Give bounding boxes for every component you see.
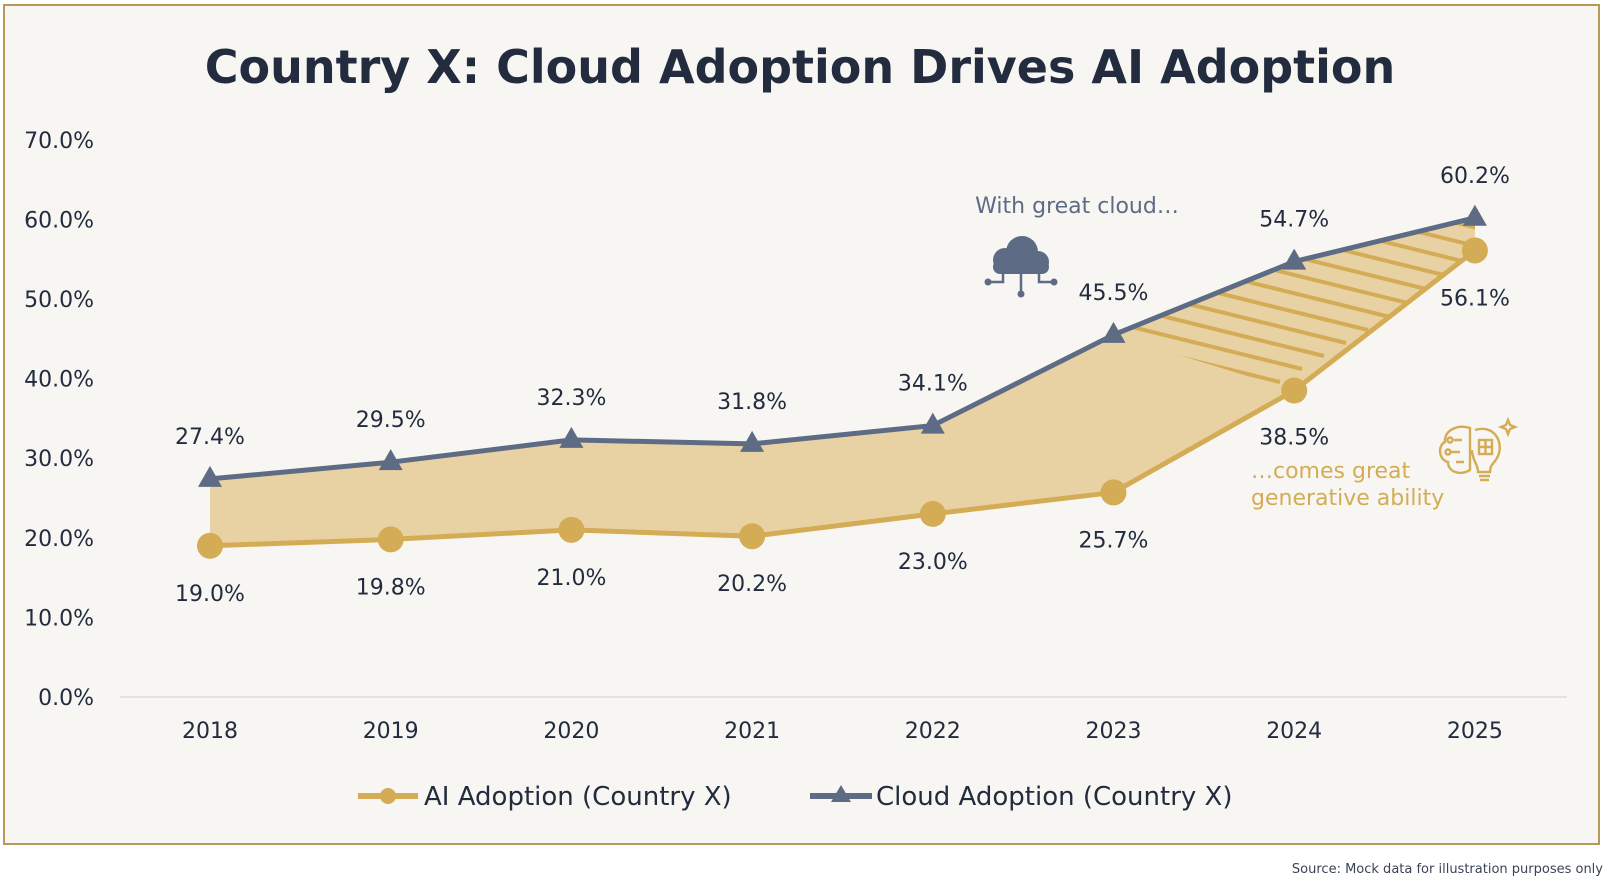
y-tick-label: 10.0% xyxy=(24,606,94,631)
hatch-stroke xyxy=(1153,312,1325,358)
y-tick-label: 30.0% xyxy=(24,447,94,472)
hatch-stroke xyxy=(1197,286,1369,332)
data-label: 34.1% xyxy=(898,372,968,397)
cloud-marker xyxy=(198,465,222,487)
data-label: 29.5% xyxy=(356,408,426,433)
ai-marker xyxy=(558,516,585,543)
ai-marker xyxy=(919,500,946,527)
y-tick-label: 60.0% xyxy=(24,208,94,233)
data-label: 38.5% xyxy=(1259,426,1329,451)
cloud-marker xyxy=(378,449,403,471)
legend-item-cloud: Cloud Adoption (Country X) xyxy=(810,782,1233,812)
series-line xyxy=(209,215,1476,482)
legend-item-ai: AI Adoption (Country X) xyxy=(358,782,732,812)
data-label: 31.8% xyxy=(717,390,787,415)
annotation-ai-line2: generative ability xyxy=(1251,486,1444,511)
cloud-marker xyxy=(1101,321,1126,343)
data-label: 20.2% xyxy=(717,572,787,597)
annotation-ai-line1: …comes great xyxy=(1251,459,1411,484)
data-label: 19.8% xyxy=(356,575,426,600)
x-tick-label: 2025 xyxy=(1447,719,1503,744)
data-label: 32.3% xyxy=(536,386,606,411)
legend: AI Adoption (Country X) Cloud Adoption (… xyxy=(358,782,1233,812)
data-label: 27.4% xyxy=(175,425,245,450)
x-tick-label: 2022 xyxy=(905,719,961,744)
data-label: 60.2% xyxy=(1440,164,1510,189)
source-note: Source: Mock data for illustration purpo… xyxy=(1291,862,1603,877)
ai-marker xyxy=(197,532,223,559)
x-axis-ticks: 2018 2019 2020 2021 2022 2023 2024 2025 xyxy=(182,719,1503,744)
cloud-marker xyxy=(559,426,584,448)
x-tick-label: 2023 xyxy=(1086,719,1142,744)
brain-bulb-icon xyxy=(1438,416,1519,482)
chart-title: Country X: Cloud Adoption Drives AI Adop… xyxy=(205,40,1396,94)
cloud-marker xyxy=(1282,248,1307,270)
data-label: 56.1% xyxy=(1440,286,1510,311)
x-tick-label: 2021 xyxy=(724,719,780,744)
y-tick-label: 50.0% xyxy=(24,288,94,313)
y-tick-label: 70.0% xyxy=(24,129,94,154)
series-line xyxy=(209,248,1477,549)
x-tick-label: 2020 xyxy=(543,719,599,744)
ai-marker xyxy=(739,523,766,550)
annotation-cloud: With great cloud… xyxy=(975,194,1179,219)
cloud-marker xyxy=(740,430,765,452)
y-tick-label: 40.0% xyxy=(24,368,94,393)
data-label: 21.0% xyxy=(536,566,606,591)
series-lines xyxy=(209,215,1477,549)
y-tick-label: 0.0% xyxy=(38,686,94,711)
fill-between-area xyxy=(210,217,1475,546)
x-tick-label: 2018 xyxy=(182,719,238,744)
data-label: 23.0% xyxy=(898,550,968,575)
ai-marker xyxy=(1100,479,1127,506)
hatch-stroke xyxy=(1175,299,1347,345)
data-label: 25.7% xyxy=(1079,528,1149,553)
data-labels: 27.4% 29.5% 32.3% 31.8% 34.1% 45.5% 54.7% 60.2%… xyxy=(175,164,1510,607)
markers xyxy=(197,204,1488,559)
hatch-stroke xyxy=(1131,325,1303,371)
cloud-marker xyxy=(1462,204,1487,226)
y-tick-label: 20.0% xyxy=(24,527,94,552)
legend-label-ai: AI Adoption (Country X) xyxy=(424,782,732,812)
chart-frame xyxy=(3,4,1600,845)
x-tick-label: 2019 xyxy=(363,719,419,744)
cloud-network-icon xyxy=(984,236,1058,298)
ai-marker xyxy=(377,526,404,553)
y-axis-ticks: 0.0% 10.0% 20.0% 30.0% 40.0% 50.0% 60.0% 70.0% xyxy=(24,129,94,711)
cloud-marker xyxy=(920,412,945,434)
data-label: 54.7% xyxy=(1259,208,1329,233)
ai-marker xyxy=(1461,237,1488,264)
data-label: 19.0% xyxy=(175,582,245,607)
x-tick-label: 2024 xyxy=(1266,719,1322,744)
data-label: 45.5% xyxy=(1079,281,1149,306)
legend-label-cloud: Cloud Adoption (Country X) xyxy=(876,782,1233,812)
ai-marker xyxy=(1281,377,1308,404)
